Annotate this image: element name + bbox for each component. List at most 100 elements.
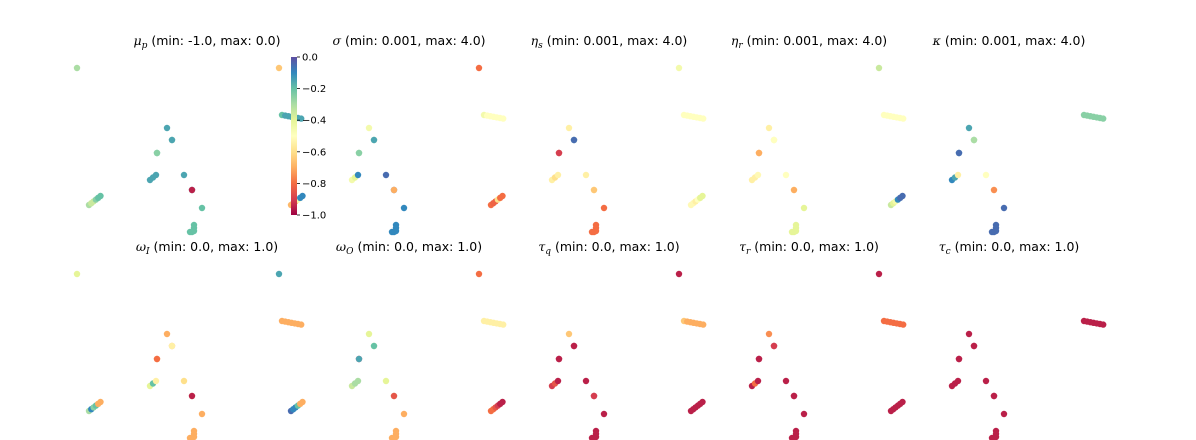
- panel-title: σ (min: 0.001, max: 4.0): [332, 33, 485, 48]
- panel-title-symbol: ω: [136, 239, 146, 254]
- panel-title-symbol: κ: [932, 33, 942, 48]
- point: [188, 392, 196, 400]
- point: [188, 228, 196, 236]
- point: [570, 342, 578, 350]
- panel-title-subscript: c: [946, 247, 951, 257]
- point: [755, 149, 763, 157]
- point: [198, 410, 206, 418]
- point: [298, 321, 305, 328]
- point: [153, 149, 161, 157]
- panel-title-subscript: r: [738, 41, 743, 51]
- panel-title: τc (min: 0.0, max: 1.0): [939, 239, 1080, 257]
- panel-title-symbol: ω: [336, 239, 346, 254]
- point: [97, 192, 104, 200]
- point: [555, 355, 563, 363]
- panel-1: μp (min: -1.0, max: 0.0): [73, 33, 305, 236]
- point: [354, 377, 362, 385]
- panel-title: τr (min: 0.0, max: 1.0): [739, 239, 879, 257]
- panel-title-range: (min: 0.0, max: 1.0): [353, 239, 482, 254]
- point: [163, 124, 171, 132]
- panel-5: κ (min: 0.001, max: 4.0): [875, 33, 1107, 236]
- point: [152, 171, 160, 179]
- point: [555, 149, 563, 157]
- panel-9: τr (min: 0.0, max: 1.0): [675, 239, 907, 440]
- point: [965, 124, 973, 132]
- point: [153, 355, 161, 363]
- point: [1000, 410, 1008, 418]
- point: [990, 228, 998, 236]
- point: [570, 136, 578, 144]
- panel-title: ωO (min: 0.0, max: 1.0): [336, 239, 482, 257]
- point: [400, 204, 408, 212]
- colorbar-tick-label: −1.0: [302, 211, 326, 222]
- point: [168, 342, 176, 350]
- point: [188, 434, 196, 440]
- point: [990, 434, 998, 440]
- point: [1100, 115, 1107, 122]
- colorbar-tick-label: −0.4: [302, 116, 326, 127]
- point: [382, 171, 390, 179]
- panel-10: τc (min: 0.0, max: 1.0): [875, 239, 1107, 440]
- panel-title: μp (min: -1.0, max: 0.0): [133, 33, 280, 51]
- point: [582, 171, 590, 179]
- panel-title: ωI (min: 0.0, max: 1.0): [136, 239, 278, 257]
- point: [782, 171, 790, 179]
- point: [754, 171, 762, 179]
- panel-title-symbol: τ: [739, 239, 747, 254]
- point: [275, 270, 283, 278]
- point: [790, 392, 798, 400]
- point: [188, 186, 196, 194]
- point: [900, 321, 907, 328]
- point: [600, 410, 608, 418]
- point: [765, 330, 773, 338]
- point: [700, 115, 707, 122]
- panels: μp (min: -1.0, max: 0.0) σ (min: 0.001, m…: [73, 33, 1107, 440]
- point: [163, 330, 171, 338]
- panel-title-subscript: I: [145, 247, 150, 257]
- point: [565, 124, 573, 132]
- point: [299, 192, 306, 200]
- point: [554, 377, 562, 385]
- panel-title-subscript: p: [142, 41, 148, 51]
- point: [582, 377, 590, 385]
- point: [900, 115, 907, 122]
- point: [790, 186, 798, 194]
- point: [355, 355, 363, 363]
- colorbar-gradient: [291, 57, 297, 215]
- point: [565, 330, 573, 338]
- point: [965, 330, 973, 338]
- point: [990, 186, 998, 194]
- point: [390, 434, 398, 440]
- colorbar-tick-label: −0.6: [302, 147, 326, 158]
- panel-title: κ (min: 0.001, max: 4.0): [932, 33, 1086, 48]
- point: [790, 434, 798, 440]
- point: [1000, 204, 1008, 212]
- point: [370, 342, 378, 350]
- point: [590, 434, 598, 440]
- point: [982, 377, 990, 385]
- point: [365, 330, 373, 338]
- point: [800, 410, 808, 418]
- point: [370, 136, 378, 144]
- colorbar-tick-label: 0.0: [302, 53, 318, 64]
- panel-4: ηr (min: 0.001, max: 4.0): [675, 33, 907, 236]
- point: [754, 377, 762, 385]
- panel-title-subscript: O: [346, 247, 354, 257]
- panel-title-range: (min: 0.0, max: 1.0): [551, 239, 680, 254]
- point: [180, 171, 188, 179]
- point: [955, 149, 963, 157]
- point: [355, 149, 363, 157]
- point: [699, 192, 706, 200]
- point: [590, 392, 598, 400]
- point: [970, 342, 978, 350]
- point: [152, 377, 160, 385]
- point: [500, 115, 507, 122]
- point: [990, 392, 998, 400]
- panel-title-range: (min: -1.0, max: 0.0): [147, 33, 280, 48]
- point: [899, 192, 906, 200]
- point: [782, 377, 790, 385]
- point: [699, 398, 706, 406]
- panel-title-symbol: σ: [332, 33, 341, 48]
- point: [275, 64, 283, 72]
